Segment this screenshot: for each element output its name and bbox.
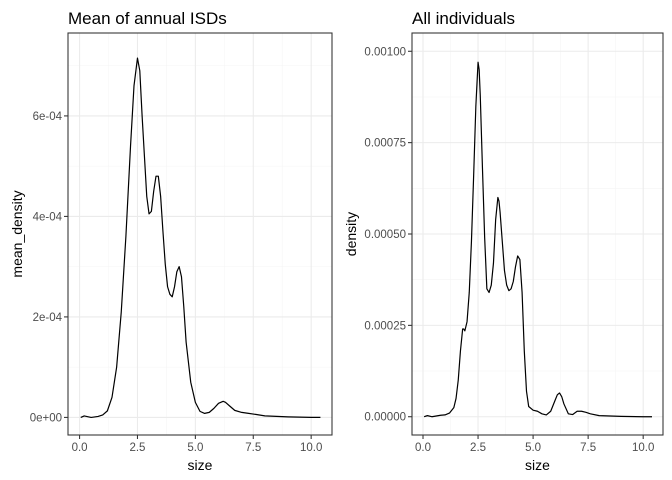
x-tick-label: 0.0: [72, 442, 88, 454]
x-tick-label: 10.0: [632, 442, 654, 454]
panel-border: [67, 32, 333, 436]
chart-title: All individuals: [412, 9, 515, 28]
y-tick-label: 0.00000: [364, 412, 406, 424]
y-tick-label: 0e+00: [30, 412, 62, 424]
y-tick-label: 0.00025: [364, 320, 406, 332]
x-tick-label: 2.5: [129, 442, 145, 454]
chart-panels: Mean of annual ISDs 0.0 2.5 5.0 7.5 10.0 0e+00…: [9, 9, 664, 473]
y-tick-label: 0.00075: [364, 138, 406, 150]
x-tick-label: 10.0: [300, 442, 322, 454]
y-axis-title: density: [343, 212, 359, 256]
x-tick-label: 7.5: [580, 442, 596, 454]
y-tick-label: 4e-04: [33, 211, 63, 223]
chart-panel-1: Mean of annual ISDs 0.0 2.5 5.0 7.5 10.0 0e+00…: [9, 9, 333, 473]
density-line: [80, 57, 321, 419]
x-tick-label: 5.0: [187, 442, 203, 454]
y-tick-label: 2e-04: [33, 312, 63, 324]
x-tick-label: 2.5: [470, 442, 486, 454]
x-axis-title: size: [525, 457, 550, 473]
y-tick-label: 0.00050: [364, 229, 406, 241]
y-tick-label: 0.00100: [364, 46, 406, 58]
x-tick-label: 7.5: [245, 442, 261, 454]
y-tick-label: 6e-04: [33, 111, 63, 123]
x-axis-title: size: [188, 457, 213, 473]
x-tick-label: 5.0: [525, 442, 541, 454]
y-axis-title: mean_density: [9, 190, 25, 277]
density-line: [423, 61, 652, 418]
chart-title: Mean of annual ISDs: [68, 9, 227, 28]
x-tick-label: 0.0: [415, 442, 431, 454]
chart-panel-2: All individuals 0.0 2.5 5.0 7.5 10.0 0.00000 0.…: [343, 9, 664, 473]
